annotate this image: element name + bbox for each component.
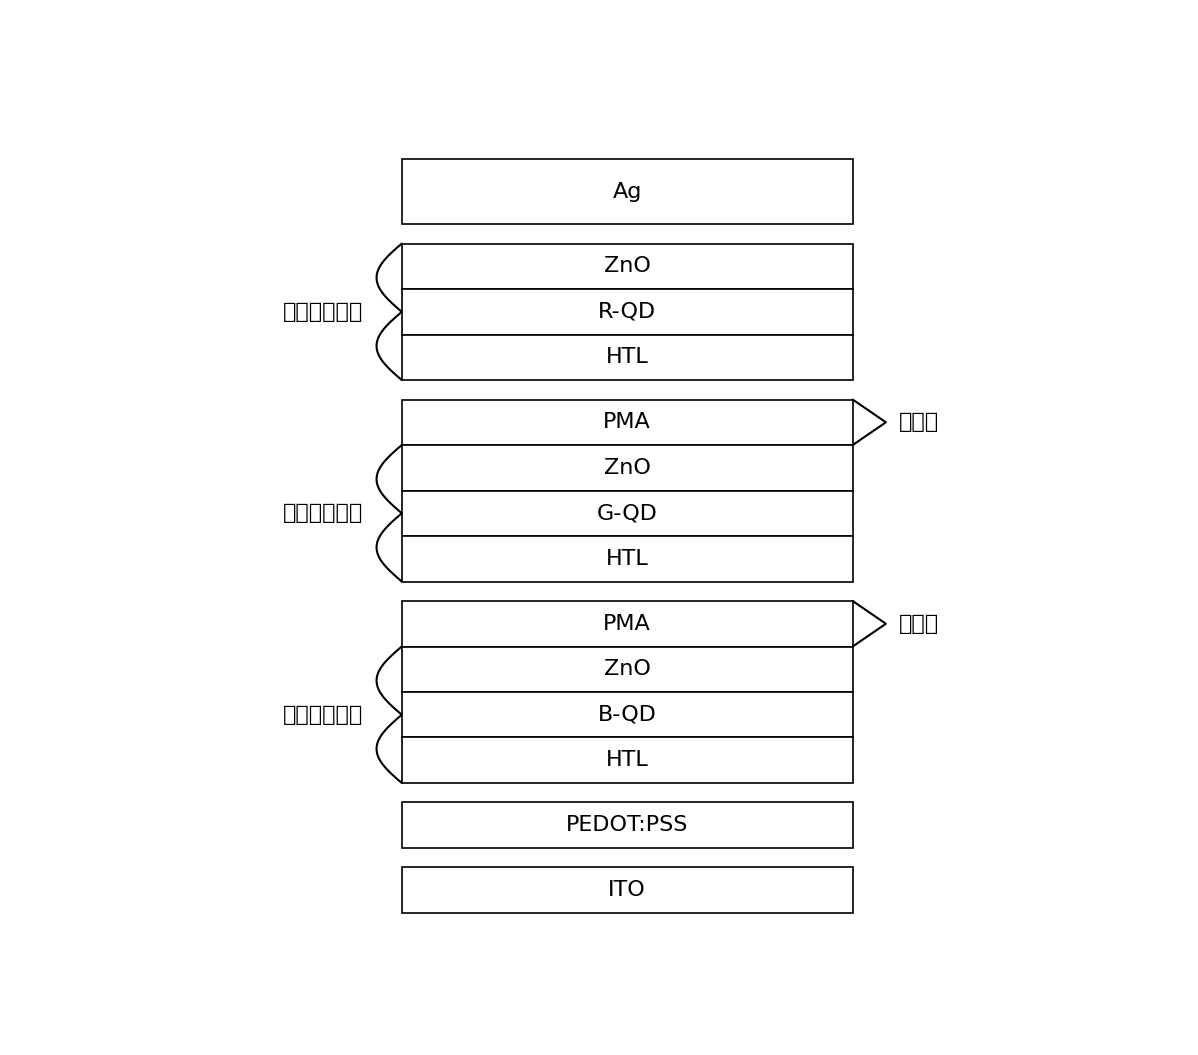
Text: 蓝光发光单元: 蓝光发光单元 xyxy=(283,705,363,725)
Text: 连接层: 连接层 xyxy=(900,413,939,433)
Bar xyxy=(401,289,853,334)
Bar xyxy=(401,491,853,536)
Text: HTL: HTL xyxy=(606,750,648,770)
Bar xyxy=(401,601,853,647)
Text: ZnO: ZnO xyxy=(604,458,651,478)
Text: 连接层: 连接层 xyxy=(900,614,939,634)
Bar xyxy=(401,536,853,581)
Bar xyxy=(401,159,853,224)
Text: R-QD: R-QD xyxy=(598,302,657,322)
Text: B-QD: B-QD xyxy=(598,705,657,725)
Text: HTL: HTL xyxy=(606,549,648,569)
Bar xyxy=(401,867,853,913)
Bar xyxy=(401,244,853,289)
Bar xyxy=(401,737,853,783)
Text: PMA: PMA xyxy=(604,413,652,433)
Text: Ag: Ag xyxy=(612,181,642,202)
Text: PEDOT:PSS: PEDOT:PSS xyxy=(565,816,689,836)
Bar xyxy=(401,803,853,848)
Bar xyxy=(401,647,853,692)
Text: ZnO: ZnO xyxy=(604,659,651,679)
Text: PMA: PMA xyxy=(604,614,652,634)
Text: 红光发光单元: 红光发光单元 xyxy=(283,302,363,322)
Bar xyxy=(401,400,853,445)
Text: ZnO: ZnO xyxy=(604,256,651,276)
Text: 绿光发光单元: 绿光发光单元 xyxy=(283,503,363,523)
Text: G-QD: G-QD xyxy=(597,503,658,523)
Bar xyxy=(401,445,853,491)
Text: ITO: ITO xyxy=(609,880,646,900)
Bar xyxy=(401,334,853,380)
Text: HTL: HTL xyxy=(606,347,648,367)
Bar xyxy=(401,692,853,737)
